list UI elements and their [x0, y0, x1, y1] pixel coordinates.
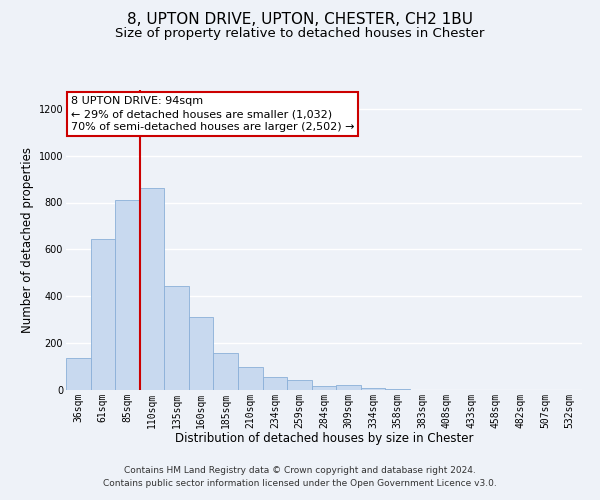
Bar	[164, 286, 189, 390]
X-axis label: Distribution of detached houses by size in Chester: Distribution of detached houses by size …	[175, 432, 473, 445]
Bar	[214, 352, 238, 390]
Text: 8, UPTON DRIVE, UPTON, CHESTER, CH2 1BU: 8, UPTON DRIVE, UPTON, CHESTER, CH2 1BU	[127, 12, 473, 28]
Text: Contains HM Land Registry data © Crown copyright and database right 2024.
Contai: Contains HM Land Registry data © Crown c…	[103, 466, 497, 487]
Bar	[238, 368, 263, 390]
Bar	[140, 188, 164, 390]
Y-axis label: Number of detached properties: Number of detached properties	[22, 147, 34, 333]
Bar	[312, 386, 336, 390]
Bar	[263, 377, 287, 390]
Bar	[361, 388, 385, 390]
Bar	[336, 386, 361, 390]
Text: 8 UPTON DRIVE: 94sqm
← 29% of detached houses are smaller (1,032)
70% of semi-de: 8 UPTON DRIVE: 94sqm ← 29% of detached h…	[71, 96, 355, 132]
Bar	[66, 358, 91, 390]
Bar	[91, 239, 115, 390]
Bar	[115, 200, 140, 390]
Bar	[189, 318, 214, 390]
Bar	[287, 380, 312, 390]
Text: Size of property relative to detached houses in Chester: Size of property relative to detached ho…	[115, 28, 485, 40]
